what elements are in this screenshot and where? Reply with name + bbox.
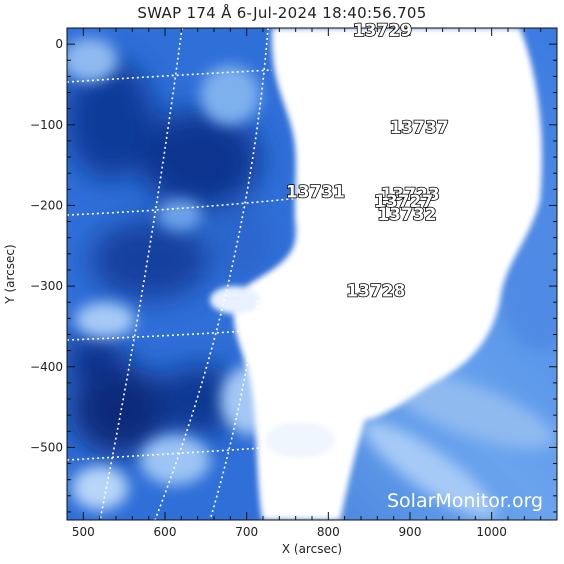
x-tick-label: 700 [235,525,258,539]
y-tick-label: −100 [30,118,63,132]
y-axis-label: Y (arcsec) [3,244,17,304]
x-tick-label: 900 [399,525,422,539]
active-region-label: 13737 [390,118,449,138]
y-tick-label: 0 [55,37,63,51]
dark-regions [67,60,270,455]
solar-image [67,28,557,520]
active-region-label: 13731 [286,182,345,202]
heliographic-grid [67,28,301,520]
x-axis-label: X (arcsec) [282,542,342,556]
axes: 500 600 700 800 900 1000 0 −100 −200 −300 −400 −500 [30,27,558,539]
x-tick-label: 500 [72,525,95,539]
y-tick-label: −200 [30,198,63,212]
saturated-region [210,28,542,520]
active-region-label: 13727 [374,192,433,212]
x-tick-label: 800 [317,525,340,539]
x-tick-label: 600 [154,525,177,539]
y-tick-label: −400 [30,360,63,374]
y-tick-label: −300 [30,279,63,293]
coronal-rays [363,210,557,519]
y-tick-label: −500 [30,440,63,454]
active-region-label: 13723 [381,185,440,205]
watermark-text: SolarMonitor.org [387,490,543,512]
active-region-label: 13729 [353,21,412,41]
x-tick-label: 1000 [476,525,507,539]
active-region-label: 13728 [346,282,405,302]
active-region-label: 13732 [377,205,436,225]
plot-title: SWAP 174 Å 6-Jul-2024 18:40:56.705 [137,4,427,22]
